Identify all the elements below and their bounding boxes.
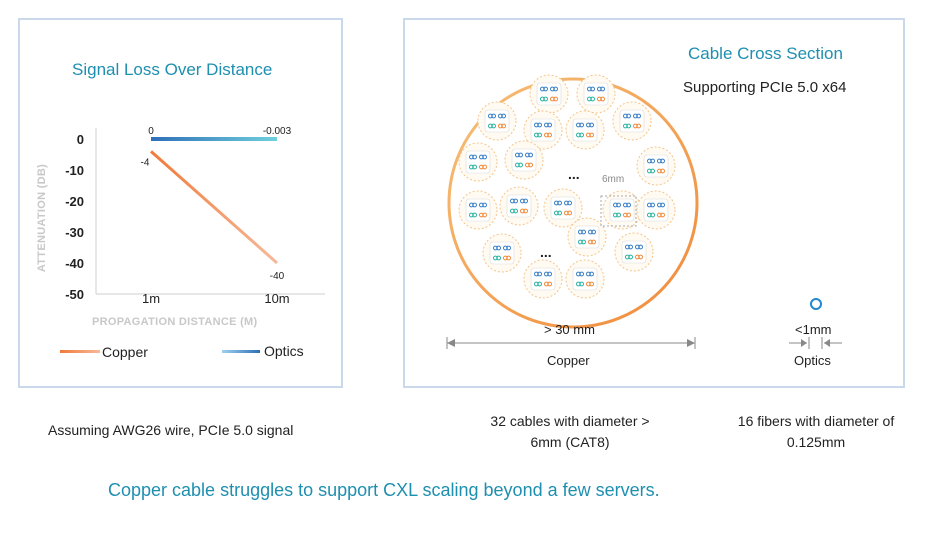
copper-cable: [477, 101, 517, 141]
chart-title: Signal Loss Over Distance: [72, 60, 273, 79]
copper-cable: [523, 259, 563, 299]
copper-cable: [636, 190, 676, 230]
caption-right-line1: 16 fibers with diameter of: [737, 413, 895, 429]
line-chart: 0 -10 -20 -30 -40 -50 1m 10m 0 -0.003 -4 -40: [60, 126, 325, 353]
y-tick-label: -20: [65, 194, 84, 209]
copper-cable: [636, 146, 676, 186]
copper-label: Copper: [547, 353, 590, 368]
copper-cable: [565, 110, 605, 150]
copper-cable: [504, 140, 544, 180]
copper-arrow-left: [447, 339, 455, 347]
copper-cable: [602, 190, 642, 230]
footer-message: Copper cable struggles to support CXL sc…: [108, 480, 660, 500]
y-tick-label: -50: [65, 287, 84, 302]
optics-arrow-left: [801, 339, 807, 347]
series-line-copper: [150, 150, 278, 265]
copper-cable: [529, 74, 569, 114]
ellipsis-1: ...: [568, 166, 580, 182]
optics-label: Optics: [794, 353, 831, 368]
copper-arrow-right: [687, 339, 695, 347]
copper-cable: [499, 186, 539, 226]
y-tick-label: -40: [65, 256, 84, 271]
ellipsis-2: ...: [540, 244, 552, 260]
copper-cable: [614, 232, 654, 272]
copper-cable: [543, 188, 583, 228]
y-tick-label: 0: [77, 132, 84, 147]
cross-section-title: Cable Cross Section: [688, 44, 843, 63]
copper-dimension-label: > 30 mm: [544, 322, 595, 337]
x-tick-label: 10m: [264, 291, 289, 306]
optic-fiber-icon: [810, 298, 822, 310]
caption-middle-line1: 32 cables with diameter >: [490, 413, 650, 429]
cross-section-panel: Cable Cross Section Supporting PCIe 5.0 …: [403, 18, 905, 388]
cross-section-diagram: [446, 74, 842, 349]
copper-cable: [482, 233, 522, 273]
cross-section-subtitle: Supporting PCIe 5.0 x64: [683, 79, 847, 96]
x-tick-label: 1m: [142, 291, 160, 306]
copper-cable: [458, 142, 498, 182]
cable-size-indicator: [600, 195, 637, 227]
legend-swatch-optics: [222, 350, 260, 353]
copper-cable: [567, 217, 607, 257]
copper-cable: [458, 190, 498, 230]
data-label-optics-10m: -0.003: [263, 126, 292, 137]
y-tick-label: -30: [65, 225, 84, 240]
legend-label-optics: Optics: [264, 343, 304, 359]
data-label-optics-1m: 0: [148, 126, 154, 137]
caption-middle-line2: 6mm (CAT8): [530, 434, 610, 450]
data-label-copper-10m: -40: [270, 271, 285, 282]
optics-dimension-label: <1mm: [795, 322, 832, 337]
copper-cable: [565, 259, 605, 299]
x-axis-title: PROPAGATION DISTANCE (M): [92, 316, 258, 328]
legend-swatch-copper: [60, 350, 100, 353]
copper-cable: [576, 74, 616, 114]
signal-loss-chart-panel: Signal Loss Over Distance ATTENUATION (D…: [18, 18, 343, 388]
caption-left: Assuming AWG26 wire, PCIe 5.0 signal: [48, 422, 294, 438]
series-line-optics: [151, 137, 277, 141]
data-label-copper-1m: -4: [141, 157, 150, 168]
caption-right-line2: 0.125mm: [786, 434, 846, 450]
copper-cable: [612, 101, 652, 141]
copper-cable: [523, 110, 563, 150]
y-tick-label: -10: [65, 163, 84, 178]
cable-size-label: 6mm: [602, 174, 625, 185]
legend-label-copper: Copper: [102, 344, 148, 360]
